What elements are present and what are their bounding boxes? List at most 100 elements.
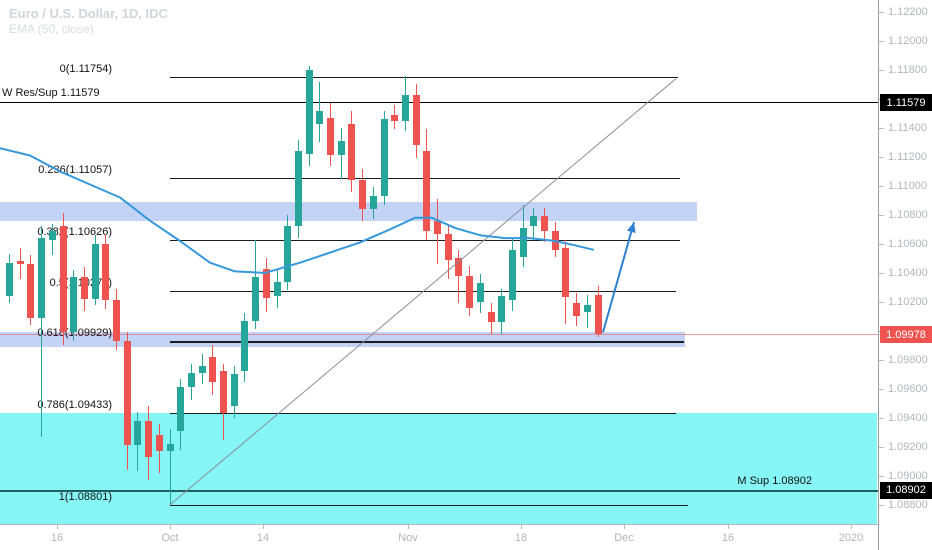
candle[interactable]	[337, 140, 345, 156]
price-axis-label: 1.11200	[888, 150, 927, 163]
up-arrow[interactable]	[602, 221, 635, 333]
candle[interactable]	[305, 69, 313, 155]
candle[interactable]	[359, 180, 367, 210]
candle[interactable]	[583, 304, 591, 312]
price-axis-tick	[879, 69, 884, 71]
fib-level-label: 0.236(1.11057)	[38, 163, 112, 176]
price-axis[interactable]: 1.12200 1.12000 1.11800 1.11400 1.11200 1.110…	[878, 0, 932, 550]
m-level-line[interactable]	[0, 489, 878, 492]
candle[interactable]	[423, 151, 431, 231]
price-axis-tick	[879, 504, 884, 506]
time-axis-label: 14	[256, 532, 270, 544]
price-axis-tick	[879, 417, 884, 419]
candle[interactable]	[102, 243, 110, 301]
candle-wick	[169, 429, 171, 505]
time-axis-tick	[170, 525, 171, 529]
price-axis-tick	[879, 127, 884, 129]
candle[interactable]	[562, 248, 570, 298]
candle[interactable]	[48, 230, 56, 240]
candle[interactable]	[230, 374, 238, 407]
price-level-badge: 1.08902	[880, 481, 932, 499]
price-axis-tick	[879, 446, 884, 448]
candle-wick	[51, 223, 53, 256]
candle[interactable]	[530, 216, 538, 227]
price-axis-tick	[879, 475, 884, 477]
time-axis-label: Nov	[398, 532, 418, 544]
candle[interactable]	[487, 312, 495, 323]
candle[interactable]	[594, 294, 602, 334]
fib-level-line[interactable]	[170, 290, 676, 292]
candle[interactable]	[348, 123, 356, 181]
candle[interactable]	[241, 320, 249, 372]
price-axis-label: 1.12200	[888, 6, 928, 18]
demand-zone-cyan[interactable]	[0, 413, 877, 526]
candle[interactable]	[123, 340, 131, 446]
current-price-line	[0, 334, 878, 336]
price-axis-label: 1.09200	[888, 440, 928, 453]
price-axis-tick	[879, 388, 884, 390]
candle[interactable]	[166, 443, 174, 452]
resistance-band-upper[interactable]	[0, 201, 697, 221]
candle[interactable]	[434, 220, 441, 234]
price-axis-tick	[879, 12, 884, 13]
candle[interactable]	[6, 262, 13, 297]
candle[interactable]	[541, 216, 548, 231]
price-axis-tick	[879, 301, 884, 303]
candle[interactable]	[80, 277, 88, 299]
time-axis-tick	[728, 525, 729, 529]
candle[interactable]	[391, 114, 399, 121]
price-axis-label: 1.10200	[888, 295, 928, 308]
price-axis-label: 1.11400	[888, 121, 927, 134]
fib-level-line[interactable]	[170, 240, 680, 242]
fib-level-line[interactable]	[170, 413, 676, 414]
candle[interactable]	[252, 277, 260, 321]
candle[interactable]	[177, 387, 185, 431]
candle[interactable]	[466, 275, 474, 308]
candle[interactable]	[16, 261, 24, 265]
candle[interactable]	[369, 196, 377, 210]
candle[interactable]	[551, 230, 559, 250]
candlestick-chart-area[interactable]: 0(1.11754) 0.236(1.11057) 0.382(1.10626) 0.…	[0, 0, 878, 526]
time-axis-tick	[408, 525, 409, 529]
candle[interactable]	[198, 365, 206, 373]
candle[interactable]	[134, 420, 142, 446]
candle[interactable]	[155, 435, 163, 452]
candle[interactable]	[220, 371, 227, 414]
candle[interactable]	[70, 277, 78, 333]
candle[interactable]	[327, 117, 334, 156]
candle[interactable]	[573, 303, 581, 317]
m-level-label: M Sup 1.08902	[737, 474, 812, 487]
candle[interactable]	[519, 227, 527, 257]
time-axis-tick	[851, 525, 852, 529]
candle[interactable]	[91, 243, 99, 299]
candle[interactable]	[455, 258, 463, 276]
candle[interactable]	[316, 110, 324, 124]
candle[interactable]	[284, 226, 292, 282]
fib-level-line[interactable]	[170, 504, 688, 506]
candle[interactable]	[59, 226, 67, 333]
w-level-line[interactable]	[0, 102, 878, 103]
candle[interactable]	[38, 238, 46, 318]
time-axis[interactable]: 16 Oct 14 Nov 18 Dec 16 2020	[0, 524, 932, 550]
time-axis-label: Dec	[614, 532, 634, 544]
candle-wick	[41, 226, 43, 437]
candle[interactable]	[187, 372, 195, 388]
time-axis-label: 2020	[838, 532, 864, 544]
candle[interactable]	[508, 249, 516, 301]
candle[interactable]	[401, 94, 409, 121]
candle[interactable]	[294, 151, 302, 227]
candle[interactable]	[380, 119, 388, 197]
candle[interactable]	[145, 420, 153, 457]
fib-level-line[interactable]	[170, 76, 678, 78]
candle[interactable]	[113, 300, 120, 341]
candle[interactable]	[476, 283, 484, 302]
price-axis-label: 1.11800	[888, 63, 927, 76]
candle[interactable]	[27, 264, 35, 318]
candle[interactable]	[444, 233, 452, 260]
candle[interactable]	[262, 268, 270, 298]
candle[interactable]	[273, 281, 281, 297]
price-axis-label: 1.09600	[888, 382, 928, 395]
candle[interactable]	[209, 356, 217, 382]
candle[interactable]	[412, 94, 420, 146]
candle[interactable]	[498, 296, 506, 323]
